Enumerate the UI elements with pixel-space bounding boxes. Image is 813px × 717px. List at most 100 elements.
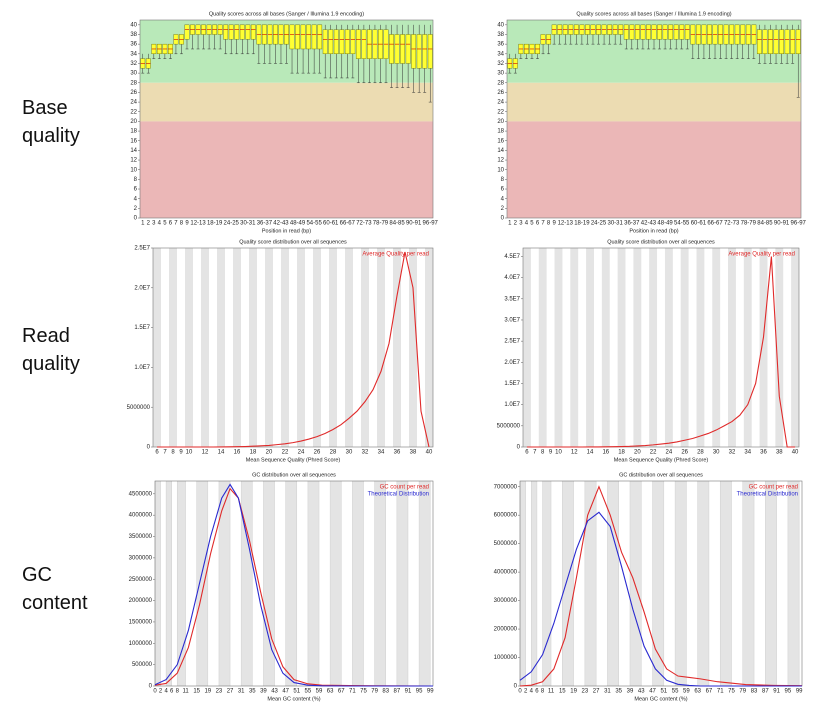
x-tick-label: 1 [508,221,512,227]
stripe [409,248,417,447]
stripe [281,248,289,447]
x-tick-label: 6 [170,689,174,695]
y-tick-label: 8 [134,177,138,183]
x-tick-label: 2 [514,221,518,227]
series-line [519,511,802,687]
row-label: Base quality [22,97,80,147]
box [795,29,801,55]
x-tick-label: 51 [293,689,300,695]
x-tick-label: 75 [360,689,367,695]
x-tick-label: 67 [338,689,345,695]
stripe [629,481,642,686]
stripe [759,248,768,447]
box [634,24,640,40]
x-tick-label: 11 [548,689,555,695]
stripe [607,481,619,686]
x-tick-label: 79 [371,689,378,695]
stripe [697,481,709,686]
x-axis-label: Mean GC content (%) [634,696,687,702]
box [394,34,400,64]
x-tick-label: 27 [593,689,600,695]
x-tick-label: 12 [202,450,209,456]
y-tick-label: 38 [130,32,137,38]
stripe [554,248,563,447]
x-tick-label: 71 [717,689,724,695]
box [790,29,796,55]
box [623,24,629,40]
x-tick-label: 24-25 [224,221,240,227]
stripe [791,248,799,447]
x-tick-label: 35 [615,689,622,695]
legend-entry: GC count per read [380,485,429,491]
y-tick-label: 4000000 [129,513,153,519]
y-tick-label: 18 [497,129,504,135]
x-tick-label: 4 [158,221,162,227]
stripe [787,481,800,686]
box [311,24,317,50]
x-tick-label: 30-31 [607,221,623,227]
x-tick-label: 39 [627,689,634,695]
x-tick-label: 26 [681,450,688,456]
x-tick-label: 22 [650,450,657,456]
x-tick-label: 40 [426,450,433,456]
series-line [157,251,430,448]
x-tick-label: 9 [185,221,189,227]
y-tick-label: 16 [497,138,504,144]
stripe [425,248,433,447]
y-tick-label: 6000000 [494,513,518,519]
plot-frame [154,480,434,687]
stripe [218,481,231,686]
x-tick-label: 7 [163,450,167,456]
box [422,34,428,69]
y-tick-label: 26 [497,90,504,96]
x-tick-label: 60-61 [323,221,339,227]
box [289,24,295,50]
stripe [185,248,193,447]
plot-frame [139,19,434,219]
stripe [345,248,353,447]
x-tick-label: 72-73 [356,221,372,227]
box [673,24,679,40]
box [355,29,361,59]
stripe [330,481,342,686]
x-tick-label: 0 [153,689,157,695]
x-tick-label: 15 [193,689,200,695]
x-tick-label: 2 [159,689,163,695]
box [646,24,651,40]
x-tick-label: 9 [552,221,556,227]
y-tick-label: 4 [134,196,138,202]
y-tick-label: 34 [497,51,504,57]
box [322,29,328,55]
x-tick-label: 90-91 [406,221,422,227]
x-tick-label: 38 [410,450,417,456]
stripe [361,248,369,447]
y-tick-label: 5000000 [127,405,151,411]
x-tick-label: 30-31 [240,221,256,227]
y-tick-label: 3000000 [494,598,518,604]
stripe [285,481,297,686]
y-tick-label: 0 [134,216,138,222]
x-axis-label: Mean GC content (%) [267,696,320,702]
stripe [313,248,321,447]
y-tick-label: 4.5E7 [504,254,520,260]
y-tick-label: 26 [130,90,137,96]
stripe [562,481,574,686]
plot-frame [152,247,434,448]
stripe [775,248,784,447]
box [684,24,690,40]
x-tick-label: 54-55 [674,221,690,227]
stripe [675,481,687,686]
x-tick-label: 47 [282,689,289,695]
x-tick-label: 30 [346,450,353,456]
box [400,34,406,64]
y-tick-label: 22 [130,109,137,115]
x-tick-label: 67 [706,689,713,695]
y-tick-label: 5000000 [497,423,521,429]
chart-title: GC distribution over all sequences [252,472,336,478]
y-tick-label: 2000000 [129,598,153,604]
y-tick-label: 500000 [132,662,153,668]
y-tick-label: 24 [130,100,137,106]
x-tick-label: 84-85 [389,221,405,227]
stripe [696,248,705,447]
